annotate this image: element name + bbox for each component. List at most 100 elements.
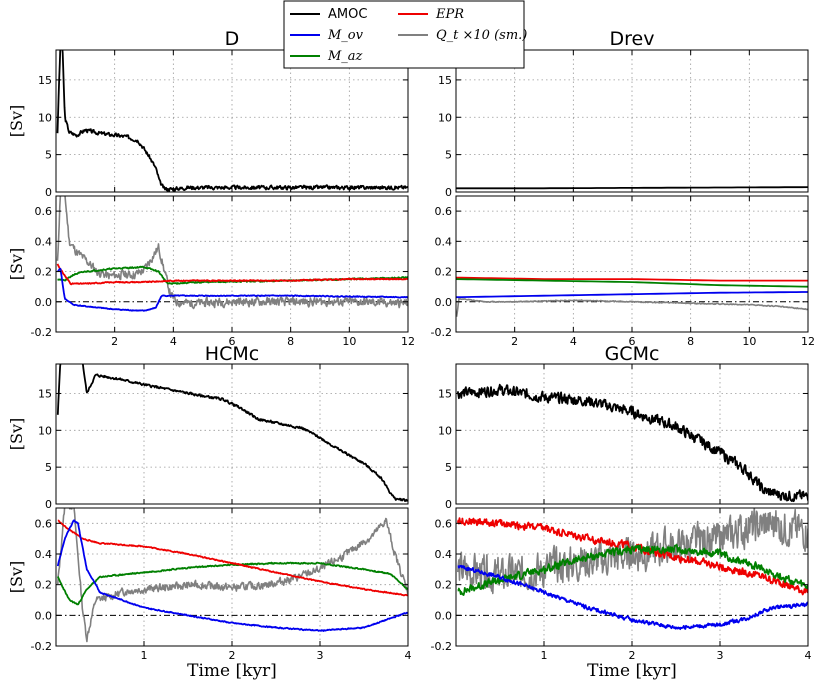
y-tick-label: 0 [445,498,452,511]
y-tick-label: 0 [45,186,52,199]
legend: AMOC M_ov M_az EPR Q_t ×10 (sm.) [283,0,527,69]
series-line-qt [56,196,408,310]
x-tick-label: 6 [629,335,636,348]
y-tick-label: 5 [445,461,452,474]
y-tick-label: 0.6 [435,517,453,530]
series-line-qt [456,297,808,317]
transport-axes: -0.2 0.0 0.2 0.4 0.6 2 4 6 8 10 12 [Sv] [7,195,415,348]
legend-entry-amoc: AMOC [290,7,367,22]
legend-entry-mov: M_ov [290,28,364,43]
x-tick-label: 12 [401,335,415,348]
x-tick-label: 1 [541,649,548,662]
x-tick-label: 1 [141,649,148,662]
x-tick-label: 8 [687,335,694,348]
panel-title: D [225,28,240,50]
x-tick-label: 3 [317,649,324,662]
x-tick-label: 8 [287,335,294,348]
x-tick-label: 4 [570,335,577,348]
x-tick-label: 4 [405,649,412,662]
series-group [456,383,808,503]
series-line-epr [57,519,408,597]
series-group [56,508,408,643]
y-tick-label: 0.2 [435,266,453,279]
amoc-axes: 0 5 10 15 [438,49,809,199]
y-tick-label: 5 [45,461,52,474]
transport-axes: -0.2 0.0 0.2 0.4 0.6 2 4 6 8 10 12 [431,195,815,348]
series-line-mov [56,519,408,632]
legend-label-qt: Q_t ×10 (sm.) [436,28,527,43]
series-group [56,196,408,312]
series-line-mov [456,291,808,299]
y-tick-label: 0.0 [35,296,53,309]
y-tick-label: 0.6 [35,205,53,218]
series-line-epr [456,276,808,282]
x-tick-label: 4 [805,649,812,662]
y-axis-label: [Sv] [7,561,26,593]
plot-area [56,50,408,192]
y-axis-label: [Sv] [7,105,26,137]
legend-entry-qt: Q_t ×10 (sm.) [398,28,527,43]
x-tick-label: 2 [111,335,118,348]
transport-axes: -0.2 0.0 0.2 0.4 0.6 1 2 3 4 [431,507,812,662]
amoc-axes: 0 5 10 15 [Sv] [7,49,409,199]
y-tick-label: 5 [445,149,452,162]
series-line-maz [457,544,808,596]
x-tick-label: 6 [229,335,236,348]
panel-hcmc: HCMc 0 5 10 15 [Sv] -0.2 0.0 0.2 0.4 0.6 1 2 3 4 [Sv]… [7,343,412,681]
amoc-axes: 0 5 10 15 [438,363,809,511]
y-tick-label: 0.4 [35,548,53,561]
y-tick-label: 15 [38,74,52,87]
y-tick-label: 0.0 [435,609,453,622]
series-line-epr [56,263,408,286]
y-tick-label: 0.6 [435,205,453,218]
panel-title: Drev [610,28,655,50]
legend-label-maz: M_az [327,49,363,64]
series-line-qt [57,508,408,643]
panel-gcmc: GCMc 0 5 10 15 -0.2 0.0 0.2 0.4 0.6 1 2 3 4 Time [k… [431,343,812,681]
amoc-axes: 0 5 10 15 [Sv] [7,363,409,511]
series-line-amoc [56,364,408,502]
x-axis-label: Time [kyr] [187,661,277,681]
y-tick-label: 5 [45,149,52,162]
series-group [456,508,808,631]
series-line-maz [456,278,808,288]
series-line-maz [56,561,408,606]
panel-d: D 0 5 10 15 [Sv] -0.2 0.0 0.2 0.4 0.6 2 4 6 8 10 12 [Sv… [7,28,415,348]
y-tick-label: 0.6 [35,517,53,530]
y-axis-label: [Sv] [7,248,26,280]
y-tick-label: 0 [45,498,52,511]
legend-label-epr: EPR [435,7,464,22]
series-group [56,364,408,502]
y-tick-label: 15 [438,387,452,400]
y-tick-label: 0.0 [35,609,53,622]
series-group [456,276,808,317]
y-tick-label: 0.2 [35,579,53,592]
y-tick-label: 0.2 [35,266,53,279]
legend-label-amoc: AMOC [328,7,367,22]
legend-entry-maz: M_az [290,49,363,64]
y-tick-label: -0.2 [31,326,52,339]
panel-title: GCMc [605,343,660,365]
x-tick-label: 12 [801,335,815,348]
x-tick-label: 10 [342,335,356,348]
transport-axes: -0.2 0.0 0.2 0.4 0.6 1 2 3 4 [Sv] [7,507,412,662]
series-line-amoc [456,383,808,503]
y-tick-label: 0.0 [435,296,453,309]
plot-area [456,50,808,192]
y-tick-label: 0.2 [435,579,453,592]
x-tick-label: 2 [629,649,636,662]
y-tick-label: 10 [38,111,52,124]
x-tick-label: 2 [229,649,236,662]
x-tick-label: 4 [170,335,177,348]
plot-area [56,364,408,504]
y-tick-label: -0.2 [31,640,52,653]
y-tick-label: 10 [38,424,52,437]
panel-title: HCMc [205,343,259,365]
series-line-mov [57,267,408,312]
panel-drev: Drev 0 5 10 15 -0.2 0.0 0.2 0.4 0.6 2 4 6 8 10 12 [431,28,815,348]
y-axis-label: [Sv] [7,418,26,450]
y-tick-label: 0.4 [35,235,53,248]
legend-entry-epr: EPR [398,7,464,22]
y-tick-label: 0.4 [435,548,453,561]
